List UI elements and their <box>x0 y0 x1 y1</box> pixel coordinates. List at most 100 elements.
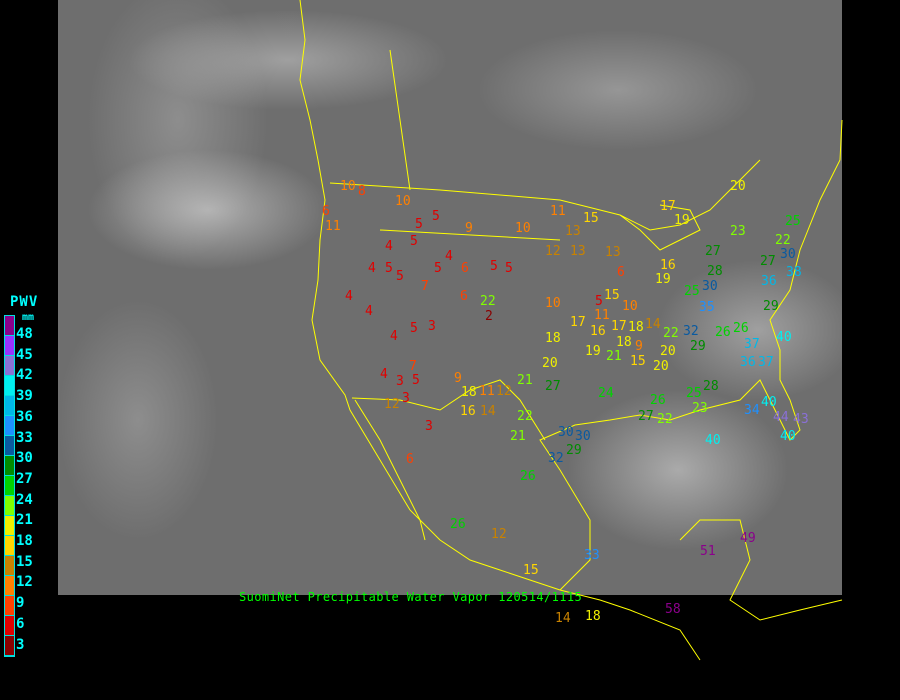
legend-title: PWV <box>10 294 39 310</box>
station-pwv-value: 11 <box>479 384 495 399</box>
station-pwv-value: 10 <box>515 221 531 236</box>
station-pwv-value: 12 <box>491 527 507 542</box>
station-pwv-value: 20 <box>542 356 558 371</box>
station-pwv-value: 12 <box>496 384 512 399</box>
station-pwv-value: 19 <box>674 213 690 228</box>
station-pwv-value: 38 <box>786 265 802 280</box>
station-pwv-value: 16 <box>460 404 476 419</box>
station-pwv-value: 22 <box>663 326 679 341</box>
station-pwv-value: 10 <box>340 179 356 194</box>
station-pwv-value: 29 <box>763 299 779 314</box>
station-pwv-value: 18 <box>628 320 644 335</box>
station-pwv-value: 37 <box>744 337 760 352</box>
west-coast <box>299 0 701 661</box>
station-pwv-value: 10 <box>395 194 411 209</box>
station-pwv-value: 29 <box>690 339 706 354</box>
legend-swatch <box>5 476 14 496</box>
station-pwv-value: 4 <box>445 249 453 264</box>
great-lakes <box>619 204 701 251</box>
legend-swatch <box>5 596 14 616</box>
coastline <box>299 0 843 661</box>
station-pwv-value: 33 <box>584 548 600 563</box>
legend-swatch <box>5 396 14 416</box>
station-pwv-value: 28 <box>703 379 719 394</box>
map-caption: SuomiNet Precipitable Water Vapor 120514… <box>239 590 583 604</box>
station-pwv-value: 21 <box>510 429 526 444</box>
legend-tick-label: 12 <box>16 574 33 591</box>
station-pwv-value: 44 <box>773 410 789 425</box>
station-pwv-value: 5 <box>432 209 440 224</box>
legend-swatch <box>5 416 14 436</box>
station-pwv-value: 51 <box>700 544 716 559</box>
station-pwv-value: 40 <box>776 330 792 345</box>
station-pwv-value: 6 <box>322 204 330 219</box>
station-pwv-value: 5 <box>396 269 404 284</box>
legend-tick-label: 36 <box>16 408 33 425</box>
station-pwv-value: 27 <box>760 254 776 269</box>
station-pwv-value: 5 <box>595 294 603 309</box>
station-pwv-value: 9 <box>454 371 462 386</box>
station-pwv-value: 3 <box>396 374 404 389</box>
station-pwv-value: 36 <box>740 355 756 370</box>
legend-swatch <box>5 316 14 336</box>
station-pwv-value: 12 <box>545 244 561 259</box>
canada-provinces <box>389 49 411 191</box>
station-pwv-value: 6 <box>617 265 625 280</box>
legend-swatch <box>5 456 14 476</box>
yucatan-coast <box>679 519 843 621</box>
station-pwv-value: 11 <box>325 219 341 234</box>
station-pwv-value: 30 <box>575 429 591 444</box>
station-pwv-value: 40 <box>780 429 796 444</box>
station-pwv-value: 24 <box>598 386 614 401</box>
station-pwv-value: 17 <box>611 319 627 334</box>
station-pwv-value: 15 <box>604 288 620 303</box>
station-pwv-value: 14 <box>480 404 496 419</box>
station-pwv-value: 22 <box>480 294 496 309</box>
station-pwv-value: 4 <box>345 289 353 304</box>
station-pwv-value: 14 <box>645 317 661 332</box>
station-pwv-value: 58 <box>665 602 681 617</box>
station-pwv-value: 22 <box>517 409 533 424</box>
legend-tick-label: 39 <box>16 388 33 405</box>
state-lines <box>379 229 561 241</box>
station-pwv-value: 26 <box>450 517 466 532</box>
station-pwv-value: 5 <box>490 259 498 274</box>
station-pwv-value: 37 <box>758 355 774 370</box>
legend-tick-label: 21 <box>16 512 33 529</box>
station-pwv-value: 5 <box>415 217 423 232</box>
station-pwv-value: 22 <box>775 233 791 248</box>
station-pwv-value: 49 <box>740 531 756 546</box>
station-pwv-value: 14 <box>555 611 571 626</box>
station-pwv-value: 18 <box>585 609 601 624</box>
legend-swatch <box>5 616 14 636</box>
baja-coast <box>354 399 426 541</box>
station-pwv-value: 27 <box>705 244 721 259</box>
station-pwv-value: 36 <box>761 274 777 289</box>
station-pwv-value: 5 <box>410 234 418 249</box>
station-pwv-value: 3 <box>425 419 433 434</box>
legend-tick-label: 30 <box>16 450 33 467</box>
station-pwv-value: 27 <box>638 409 654 424</box>
legend-tick-label: 33 <box>16 429 33 446</box>
legend-tick-label: 15 <box>16 553 33 570</box>
color-scale-bar <box>4 315 15 657</box>
station-pwv-value: 26 <box>715 325 731 340</box>
station-pwv-value: 20 <box>653 359 669 374</box>
station-pwv-value: 10 <box>545 296 561 311</box>
station-pwv-value: 5 <box>385 261 393 276</box>
us-canada-border <box>329 159 761 231</box>
station-pwv-value: 6 <box>461 261 469 276</box>
station-pwv-value: 4 <box>368 261 376 276</box>
station-pwv-value: 2 <box>485 309 493 324</box>
station-pwv-value: 27 <box>545 379 561 394</box>
station-pwv-value: 32 <box>548 451 564 466</box>
legend-swatch <box>5 556 14 576</box>
station-pwv-value: 3 <box>402 391 410 406</box>
legend-tick-label: 3 <box>16 636 25 653</box>
station-pwv-value: 7 <box>409 359 417 374</box>
station-pwv-value: 10 <box>622 299 638 314</box>
legend-swatch <box>5 336 14 356</box>
station-pwv-value: 13 <box>565 224 581 239</box>
